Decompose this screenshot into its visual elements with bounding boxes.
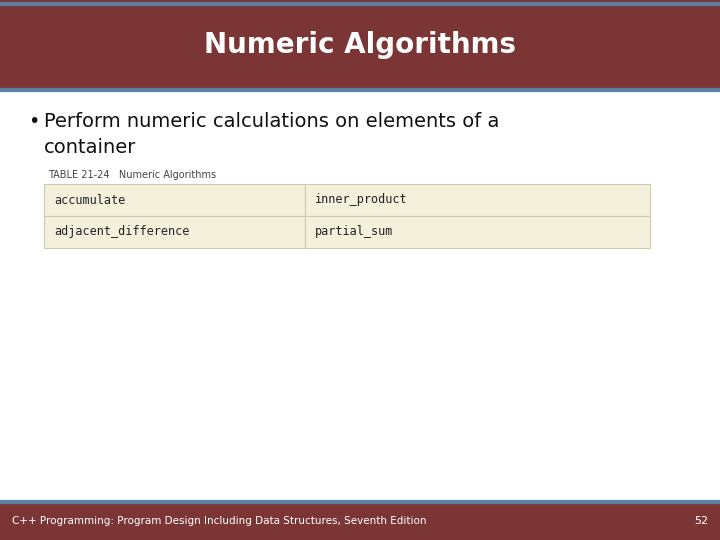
Text: Numeric Algorithms: Numeric Algorithms — [204, 31, 516, 59]
Text: Perform numeric calculations on elements of a: Perform numeric calculations on elements… — [44, 112, 500, 131]
Text: container: container — [44, 138, 136, 157]
Text: partial_sum: partial_sum — [315, 226, 393, 239]
Text: accumulate: accumulate — [54, 193, 125, 206]
Bar — [305, 184, 650, 216]
Bar — [44, 184, 305, 216]
Bar — [305, 216, 650, 248]
Text: TABLE 21-24   Numeric Algorithms: TABLE 21-24 Numeric Algorithms — [48, 170, 216, 180]
Bar — [0, 0, 720, 90]
Text: C++ Programming: Program Design Including Data Structures, Seventh Edition: C++ Programming: Program Design Includin… — [12, 516, 426, 526]
Text: inner_product: inner_product — [315, 193, 408, 206]
Bar — [0, 502, 720, 540]
Text: 52: 52 — [694, 516, 708, 526]
Text: •: • — [28, 112, 40, 131]
Text: adjacent_difference: adjacent_difference — [54, 226, 189, 239]
Bar — [44, 216, 305, 248]
